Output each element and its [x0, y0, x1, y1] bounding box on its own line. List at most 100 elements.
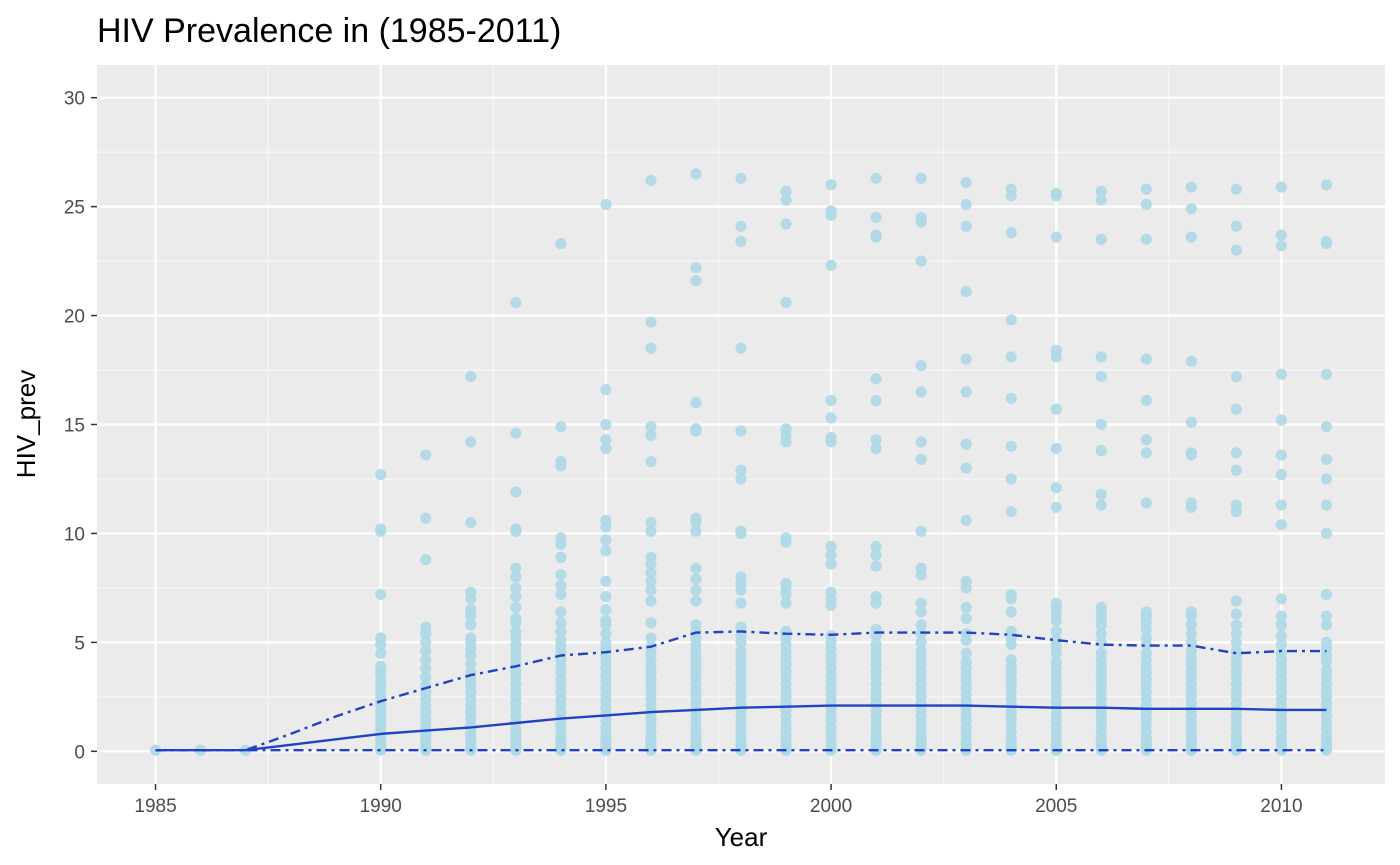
- data-point: [1185, 181, 1197, 193]
- data-point: [870, 434, 882, 446]
- data-point: [1185, 355, 1197, 367]
- data-point: [915, 386, 927, 398]
- data-point: [780, 436, 792, 448]
- data-point: [1320, 744, 1333, 756]
- data-point: [915, 606, 927, 618]
- data-point: [600, 545, 612, 557]
- data-point: [555, 551, 567, 564]
- data-point: [825, 179, 837, 191]
- data-point: [1185, 416, 1197, 428]
- data-point: [555, 569, 567, 581]
- data-point: [1230, 220, 1242, 232]
- data-point: [510, 617, 522, 629]
- data-point: [870, 560, 882, 572]
- data-point: [1185, 449, 1197, 461]
- data-point: [735, 342, 747, 354]
- data-point: [915, 172, 927, 184]
- data-point: [1050, 625, 1062, 638]
- y-tick-label: 30: [64, 89, 85, 110]
- watermark: 掘金技术社区 @ 布客飞龙: [1123, 816, 1378, 841]
- data-point: [555, 617, 567, 629]
- summary-line-dashdot-upper: [155, 630, 1327, 752]
- data-point: [1140, 447, 1152, 459]
- data-point: [420, 662, 432, 675]
- data-point: [870, 597, 882, 609]
- y-tick-label: 5: [74, 633, 85, 654]
- data-point: [735, 621, 747, 633]
- data-point: [555, 744, 567, 756]
- data-point: [510, 427, 522, 439]
- y-tick-label: 10: [64, 524, 85, 545]
- data-point: [960, 582, 972, 594]
- data-point: [1275, 181, 1288, 193]
- data-point: [1140, 623, 1152, 635]
- data-point: [1095, 636, 1107, 648]
- data-point: [1095, 488, 1107, 500]
- data-point: [735, 473, 747, 485]
- data-point: [1275, 630, 1288, 642]
- data-point: [1275, 610, 1288, 622]
- data-point: [555, 606, 567, 618]
- data-point: [825, 209, 837, 221]
- data-point: [735, 464, 747, 476]
- data-point: [420, 645, 432, 657]
- data-point: [1320, 588, 1333, 601]
- y-tick-label: 15: [64, 416, 85, 437]
- data-point: [690, 425, 702, 437]
- data-point: [1095, 233, 1107, 245]
- data-point: [1185, 231, 1197, 243]
- data-point: [960, 634, 972, 646]
- data-point: [735, 597, 747, 609]
- data-point: [645, 558, 657, 570]
- data-point: [915, 569, 927, 581]
- data-point: [735, 235, 747, 248]
- data-point: [1275, 744, 1288, 756]
- data-point: [375, 647, 387, 659]
- data-point: [825, 549, 837, 561]
- data-point: [1005, 638, 1017, 651]
- x-tick-label: 1995: [585, 796, 627, 817]
- data-point: [1005, 227, 1017, 239]
- data-point: [645, 584, 657, 596]
- data-point: [645, 516, 657, 529]
- data-point: [1095, 619, 1107, 631]
- data-point: [465, 593, 477, 605]
- data-point: [1185, 501, 1197, 513]
- data-point: [600, 628, 612, 640]
- data-point: [1140, 353, 1152, 365]
- data-point: [1140, 183, 1152, 195]
- data-point: [690, 275, 702, 287]
- data-point: [735, 636, 747, 648]
- data-point: [1230, 244, 1242, 256]
- data-point: [690, 397, 702, 409]
- data-point: [1095, 628, 1107, 640]
- data-point: [465, 370, 477, 383]
- data-point: [915, 436, 927, 448]
- data-point: [555, 460, 567, 472]
- data-point: [735, 172, 747, 184]
- data-point: [645, 575, 657, 587]
- data-point: [960, 438, 972, 450]
- data-point: [1275, 469, 1288, 481]
- data-point: [420, 512, 432, 524]
- x-axis-title: Year: [715, 822, 768, 852]
- data-point: [1095, 499, 1107, 511]
- data-point: [915, 255, 927, 267]
- y-axis: 0 5 10 15 20 25 30: [64, 89, 97, 763]
- data-point: [915, 597, 927, 609]
- data-point: [960, 220, 972, 232]
- data-point: [1185, 203, 1197, 215]
- data-points: [149, 168, 1333, 756]
- data-point: [600, 575, 612, 587]
- data-point: [1275, 414, 1288, 426]
- data-point: [555, 238, 567, 250]
- data-point: [420, 553, 432, 566]
- data-point: [1275, 593, 1288, 605]
- data-point: [1320, 473, 1333, 485]
- data-point: [1050, 231, 1062, 243]
- data-point: [1050, 351, 1062, 363]
- data-point: [1050, 482, 1062, 494]
- data-point: [1095, 351, 1107, 363]
- summary-line-solid: [155, 704, 1327, 752]
- data-point: [1320, 453, 1333, 465]
